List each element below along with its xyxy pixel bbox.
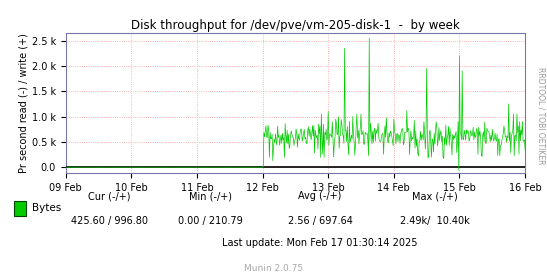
- Text: 0.00 / 210.79: 0.00 / 210.79: [178, 216, 243, 226]
- Text: Munin 2.0.75: Munin 2.0.75: [244, 264, 303, 273]
- Title: Disk throughput for /dev/pve/vm-205-disk-1  -  by week: Disk throughput for /dev/pve/vm-205-disk…: [131, 19, 460, 32]
- Text: Max (-/+): Max (-/+): [412, 191, 458, 201]
- Text: 425.60 / 996.80: 425.60 / 996.80: [71, 216, 148, 226]
- Text: Last update: Mon Feb 17 01:30:14 2025: Last update: Mon Feb 17 01:30:14 2025: [222, 238, 418, 248]
- Text: Cur (-/+): Cur (-/+): [88, 191, 131, 201]
- Text: Bytes: Bytes: [32, 203, 61, 213]
- Text: Min (-/+): Min (-/+): [189, 191, 232, 201]
- Text: 2.56 / 697.64: 2.56 / 697.64: [288, 216, 352, 226]
- Y-axis label: Pr second read (-) / write (+): Pr second read (-) / write (+): [19, 33, 29, 173]
- Text: RRDTOOL / TOBI OETIKER: RRDTOOL / TOBI OETIKER: [537, 67, 546, 164]
- Text: Avg (-/+): Avg (-/+): [298, 191, 342, 201]
- Text: 2.49k/  10.40k: 2.49k/ 10.40k: [400, 216, 470, 226]
